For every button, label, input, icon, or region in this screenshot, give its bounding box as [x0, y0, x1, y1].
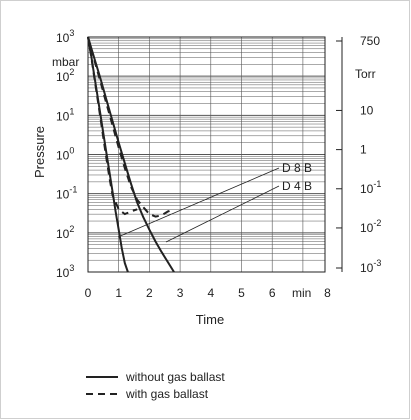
legend-label-solid: without gas ballast: [125, 370, 225, 384]
right-tick-label: 10-3: [360, 258, 381, 275]
x-tick-label: 0: [85, 286, 92, 300]
x-tick-label: 1: [115, 286, 122, 300]
left-tick-label: 103: [56, 263, 74, 280]
right-tick-label: 1: [360, 143, 367, 157]
plot-border: [87, 36, 326, 273]
tick-labels: 75010110-110-210-310310210110010-1102103…: [56, 28, 381, 300]
y-unit-left: mbar: [52, 55, 79, 69]
annotations: D 8 B D 4 B: [117, 161, 312, 243]
x-tick-label: 3: [177, 286, 184, 300]
left-tick-label: 100: [56, 146, 74, 163]
annotation-label: D 8 B: [282, 161, 312, 175]
y-unit-right: Torr: [355, 67, 376, 81]
grid: [87, 36, 325, 273]
x-axis-title: Time: [196, 312, 224, 327]
left-tick-label: 103: [56, 28, 74, 45]
legend-label-dashed: with gas ballast: [125, 387, 209, 401]
x-tick-label: 6: [269, 286, 276, 300]
left-tick-label: 10-1: [56, 185, 77, 202]
series-line-d-4-b-dashed: [87, 36, 175, 218]
x-tick-label: 2: [146, 286, 153, 300]
x-tick-label: 8: [324, 286, 331, 300]
left-tick-label: 102: [56, 224, 74, 241]
y-axis-title: Pressure: [32, 126, 47, 178]
x-tick-label: 5: [238, 286, 245, 300]
leader-line-d4b: [165, 185, 280, 243]
legend: without gas ballast with gas ballast: [86, 370, 225, 401]
series: [87, 36, 175, 273]
leader-line-d8b: [117, 167, 280, 238]
right-tick-label: 750: [360, 34, 380, 48]
x-unit: min: [292, 286, 311, 300]
right-tick-label: 10: [360, 103, 374, 117]
left-tick-label: 102: [56, 67, 74, 84]
x-tick-label: 4: [207, 286, 214, 300]
right-tick-label: 10-1: [360, 179, 381, 196]
series-line-d-8-b-dashed: [87, 36, 138, 216]
right-tick-label: 10-2: [360, 218, 381, 235]
left-tick-label: 101: [56, 106, 74, 123]
axes: [87, 36, 343, 273]
annotation-label: D 4 B: [282, 179, 312, 193]
